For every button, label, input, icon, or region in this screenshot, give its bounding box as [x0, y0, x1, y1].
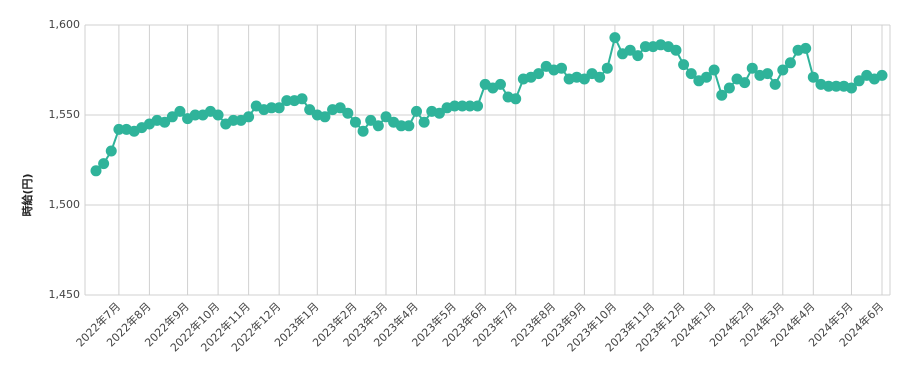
data-point [227, 114, 239, 126]
data-point [876, 69, 888, 81]
data-point [624, 44, 636, 56]
data-point [159, 116, 171, 128]
data-point [403, 120, 415, 132]
y-tick-label: 1,550 [49, 108, 81, 121]
data-point [365, 114, 377, 126]
data-point [632, 50, 644, 62]
data-point [777, 64, 789, 76]
data-point [166, 111, 178, 123]
data-point [716, 89, 728, 101]
data-point [739, 77, 751, 89]
data-point [555, 62, 567, 74]
data-point [243, 111, 255, 123]
data-point [449, 100, 461, 112]
series-line [95, 34, 883, 172]
data-point [578, 73, 590, 85]
data-point [342, 107, 354, 119]
data-point [90, 165, 102, 177]
data-point [281, 95, 293, 107]
data-point [189, 109, 201, 121]
data-point [823, 80, 835, 92]
data-point [510, 93, 522, 105]
data-point [762, 68, 774, 80]
data-point [769, 78, 781, 90]
data-point [708, 64, 720, 76]
data-point [266, 102, 278, 114]
data-point [685, 68, 697, 80]
data-point [639, 41, 651, 53]
data-point [723, 82, 735, 94]
data-point [594, 71, 606, 83]
data-point [304, 104, 316, 116]
data-point [395, 120, 407, 132]
data-point [746, 62, 758, 74]
data-point [494, 78, 506, 90]
data-point [700, 71, 712, 83]
data-point [105, 145, 117, 157]
data-point [273, 102, 285, 114]
data-point [319, 111, 331, 123]
data-point [334, 102, 346, 114]
data-point [456, 100, 468, 112]
data-point [418, 116, 430, 128]
data-point [807, 71, 819, 83]
data-point [800, 42, 812, 54]
data-point [433, 107, 445, 119]
data-point [853, 75, 865, 87]
data-point [784, 57, 796, 69]
data-point [472, 100, 484, 112]
data-point [296, 93, 308, 105]
data-point [98, 158, 110, 170]
data-point [830, 80, 842, 92]
data-point [349, 116, 361, 128]
data-point [464, 100, 476, 112]
data-point [533, 68, 545, 80]
data-point [601, 62, 613, 74]
data-point [845, 82, 857, 94]
data-point [411, 105, 423, 117]
data-point [372, 120, 384, 132]
y-axis-label: 時給(円) [20, 173, 34, 216]
y-tick-label: 1,500 [49, 198, 81, 211]
data-point [678, 59, 690, 71]
y-tick-label: 1,600 [49, 18, 81, 31]
data-point [357, 125, 369, 137]
data-point [609, 32, 621, 44]
data-point [113, 123, 125, 135]
data-point [212, 109, 224, 121]
data-point [670, 44, 682, 56]
data-point [380, 111, 392, 123]
y-tick-label: 1,450 [49, 288, 81, 301]
data-point [174, 105, 186, 117]
